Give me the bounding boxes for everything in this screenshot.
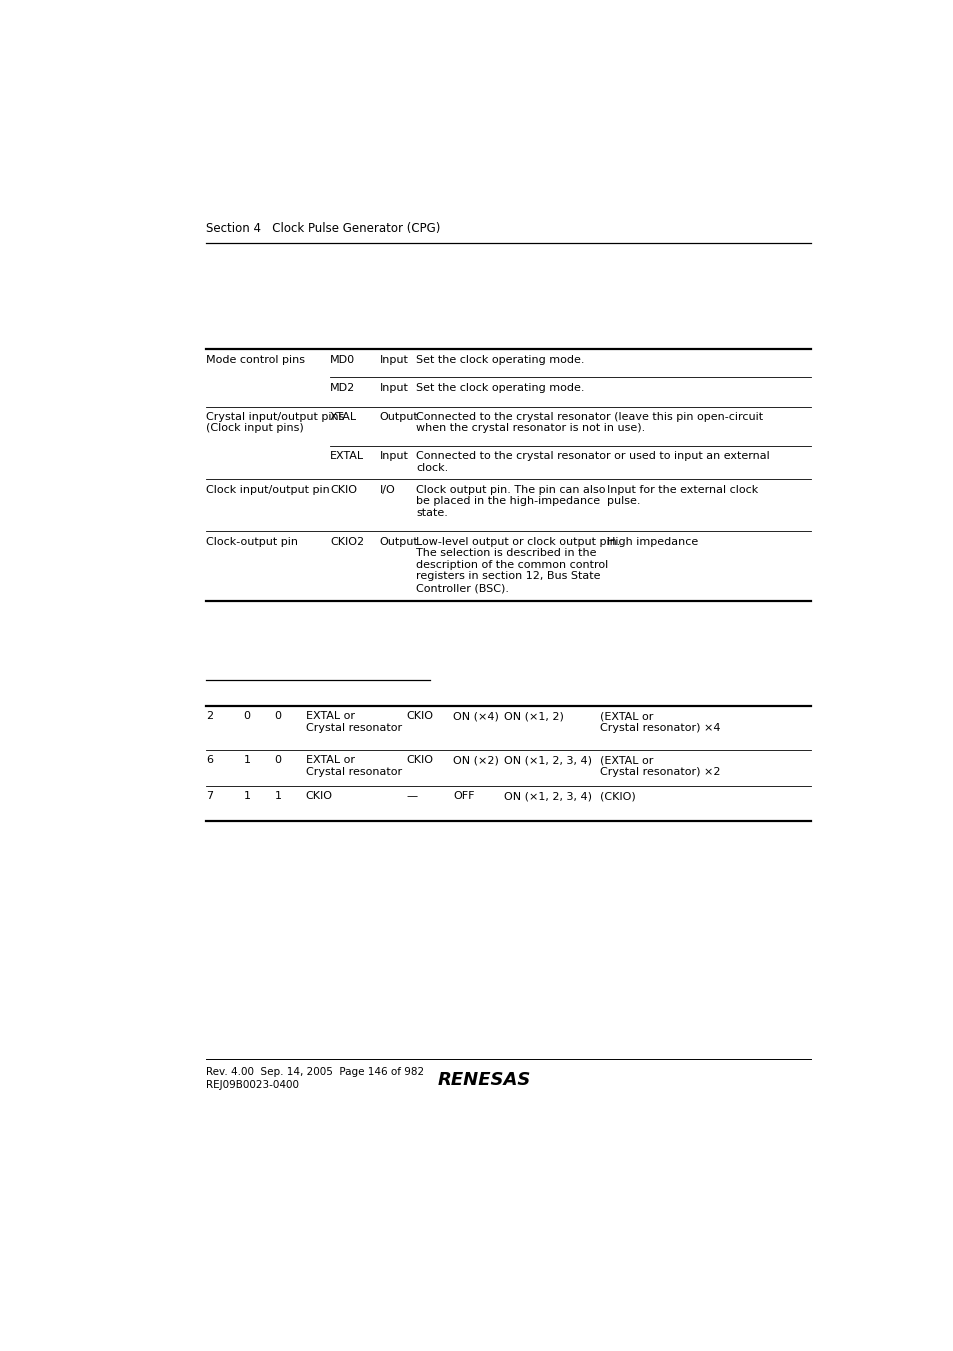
Text: MD2: MD2 (330, 382, 355, 393)
Text: Set the clock operating mode.: Set the clock operating mode. (416, 354, 584, 365)
Text: 7: 7 (206, 792, 213, 801)
Text: 1: 1 (243, 792, 251, 801)
Text: (EXTAL or
Crystal resonator) ×4: (EXTAL or Crystal resonator) ×4 (599, 712, 720, 734)
Text: Input: Input (379, 451, 408, 461)
Text: ON (×1, 2, 3, 4): ON (×1, 2, 3, 4) (503, 792, 591, 801)
Text: 6: 6 (206, 755, 213, 765)
Text: Output: Output (379, 536, 417, 547)
Text: CKIO2: CKIO2 (330, 536, 364, 547)
Text: Input: Input (379, 382, 408, 393)
Text: 1: 1 (274, 792, 281, 801)
Text: Mode control pins: Mode control pins (206, 354, 305, 365)
Text: CKIO: CKIO (406, 712, 433, 721)
Text: EXTAL or
Crystal resonator: EXTAL or Crystal resonator (305, 712, 401, 734)
Text: High impedance: High impedance (606, 536, 698, 547)
Text: Clock input/output pin: Clock input/output pin (206, 485, 330, 494)
Text: 1: 1 (243, 755, 251, 765)
Text: (EXTAL or
Crystal resonator) ×2: (EXTAL or Crystal resonator) ×2 (599, 755, 720, 777)
Text: ON (×1, 2): ON (×1, 2) (503, 712, 563, 721)
Text: Rev. 4.00  Sep. 14, 2005  Page 146 of 982: Rev. 4.00 Sep. 14, 2005 Page 146 of 982 (206, 1067, 424, 1077)
Text: ON (×4): ON (×4) (453, 712, 498, 721)
Text: REJ09B0023-0400: REJ09B0023-0400 (206, 1079, 299, 1090)
Text: Low-level output or clock output pin.
The selection is described in the
descript: Low-level output or clock output pin. Th… (416, 536, 620, 593)
Text: RENESAS: RENESAS (436, 1071, 530, 1089)
Text: (CKIO): (CKIO) (599, 792, 635, 801)
Text: Clock-output pin: Clock-output pin (206, 536, 298, 547)
Text: Set the clock operating mode.: Set the clock operating mode. (416, 382, 584, 393)
Text: EXTAL or
Crystal resonator: EXTAL or Crystal resonator (305, 755, 401, 777)
Text: Output: Output (379, 412, 417, 422)
Text: I/O: I/O (379, 485, 395, 494)
Text: Crystal input/output pins
(Clock input pins): Crystal input/output pins (Clock input p… (206, 412, 344, 434)
Text: MD0: MD0 (330, 354, 355, 365)
Text: 0: 0 (243, 712, 251, 721)
Text: 2: 2 (206, 712, 213, 721)
Text: XTAL: XTAL (330, 412, 356, 422)
Text: Input: Input (379, 354, 408, 365)
Text: —: — (406, 792, 416, 801)
Text: CKIO: CKIO (406, 755, 433, 765)
Text: OFF: OFF (453, 792, 475, 801)
Text: EXTAL: EXTAL (330, 451, 364, 461)
Text: ON (×1, 2, 3, 4): ON (×1, 2, 3, 4) (503, 755, 591, 765)
Text: 0: 0 (274, 712, 281, 721)
Text: Input for the external clock
pulse.: Input for the external clock pulse. (606, 485, 758, 507)
Text: 0: 0 (274, 755, 281, 765)
Text: Clock output pin. The pin can also
be placed in the high-impedance
state.: Clock output pin. The pin can also be pl… (416, 485, 605, 517)
Text: ON (×2): ON (×2) (453, 755, 498, 765)
Text: Connected to the crystal resonator or used to input an external
clock.: Connected to the crystal resonator or us… (416, 451, 769, 473)
Text: CKIO: CKIO (305, 792, 333, 801)
Text: Connected to the crystal resonator (leave this pin open-circuit
when the crystal: Connected to the crystal resonator (leav… (416, 412, 762, 434)
Text: CKIO: CKIO (330, 485, 356, 494)
Text: Section 4   Clock Pulse Generator (CPG): Section 4 Clock Pulse Generator (CPG) (206, 222, 440, 235)
